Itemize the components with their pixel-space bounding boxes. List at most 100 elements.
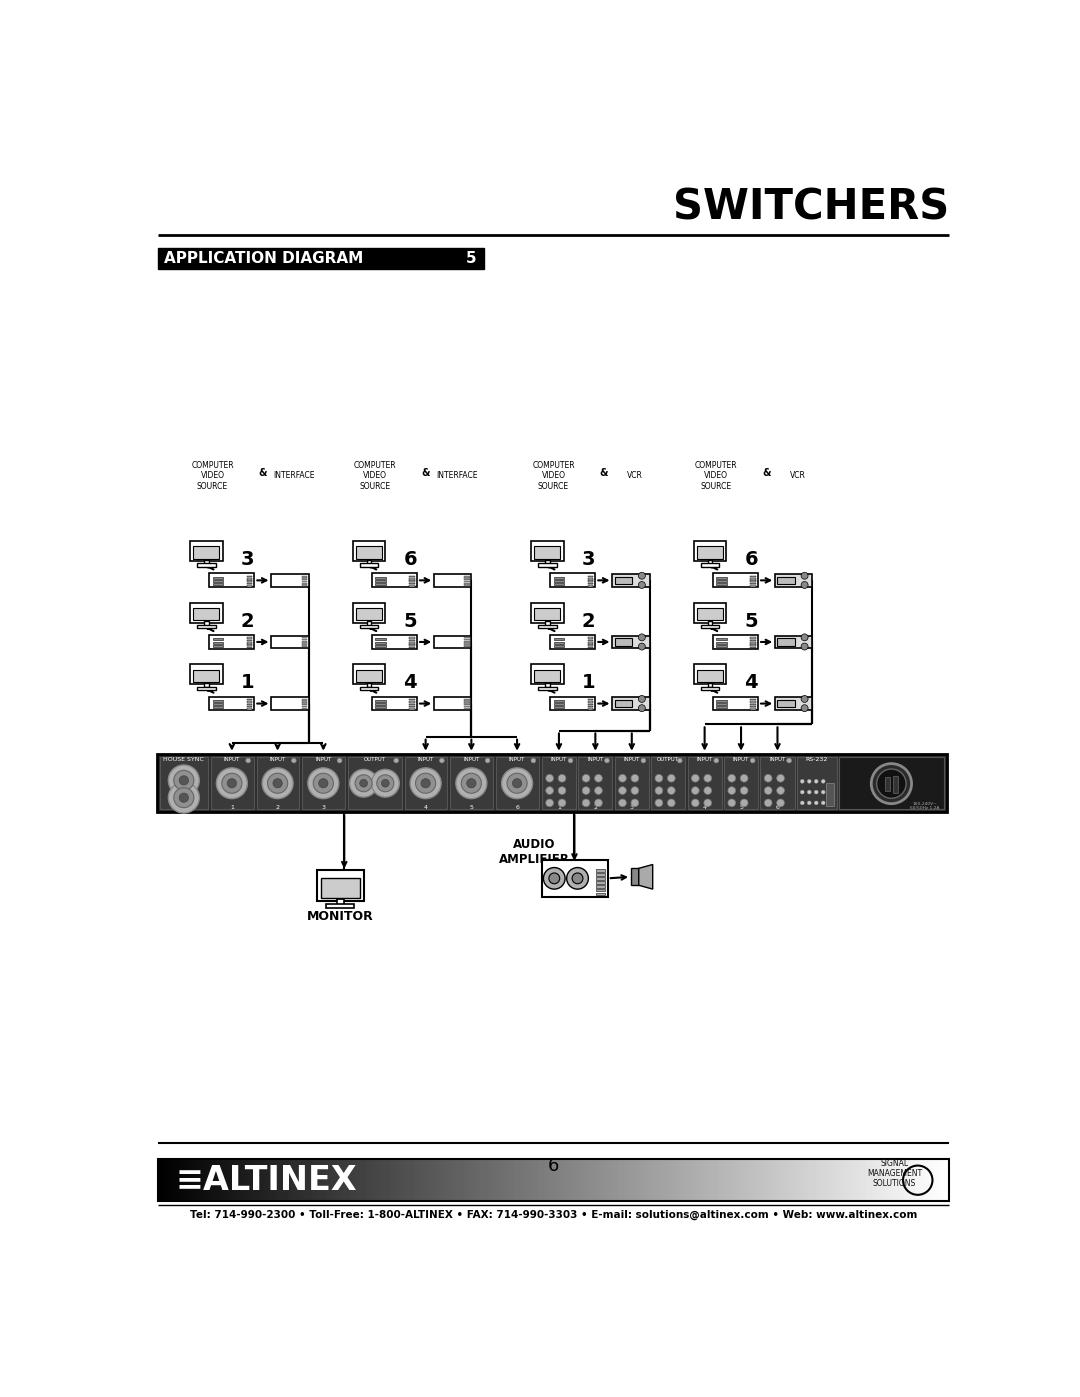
Bar — [545, 622, 550, 626]
Bar — [551, 573, 595, 587]
Bar — [751, 578, 756, 580]
Circle shape — [691, 774, 699, 782]
Bar — [535, 669, 561, 682]
Circle shape — [740, 799, 748, 806]
Bar — [213, 644, 224, 647]
Circle shape — [313, 774, 334, 793]
Circle shape — [642, 759, 646, 763]
Circle shape — [656, 787, 663, 795]
Bar — [839, 757, 944, 809]
Text: &: & — [762, 468, 771, 478]
Circle shape — [691, 787, 699, 795]
Circle shape — [582, 774, 590, 782]
Bar — [360, 686, 378, 690]
Bar — [409, 705, 415, 707]
Circle shape — [572, 873, 583, 884]
Text: 4: 4 — [403, 673, 417, 693]
Bar — [535, 546, 561, 559]
Circle shape — [467, 778, 476, 788]
Circle shape — [638, 704, 646, 711]
Bar — [716, 703, 727, 705]
Text: 1: 1 — [557, 805, 561, 810]
Circle shape — [512, 778, 522, 788]
Circle shape — [179, 775, 189, 785]
Bar — [588, 704, 593, 705]
Bar — [612, 636, 649, 648]
Bar — [545, 683, 550, 687]
Bar — [271, 636, 309, 648]
Circle shape — [814, 780, 819, 784]
Text: ≡ALTINEX: ≡ALTINEX — [176, 1164, 357, 1197]
Circle shape — [740, 774, 748, 782]
Bar — [542, 757, 576, 809]
Bar — [193, 608, 219, 620]
Circle shape — [765, 774, 772, 782]
Text: 5: 5 — [470, 805, 473, 810]
Circle shape — [421, 778, 430, 788]
Bar — [302, 757, 345, 809]
Circle shape — [656, 799, 663, 806]
Circle shape — [638, 696, 646, 703]
Bar — [612, 574, 649, 587]
Bar — [367, 622, 372, 626]
Circle shape — [308, 768, 339, 799]
Bar — [697, 608, 724, 620]
Bar — [204, 560, 208, 564]
Bar — [596, 884, 606, 887]
Bar — [588, 583, 593, 584]
Bar — [615, 700, 632, 707]
Bar — [554, 638, 565, 640]
Text: 5: 5 — [403, 612, 417, 630]
Bar — [707, 622, 713, 626]
Circle shape — [381, 780, 389, 787]
Bar — [213, 700, 224, 703]
Bar — [531, 541, 564, 562]
Bar — [531, 665, 564, 685]
Text: OUTPUT: OUTPUT — [364, 757, 386, 761]
Circle shape — [800, 780, 805, 784]
Bar — [615, 577, 632, 584]
Circle shape — [350, 770, 378, 798]
Bar — [797, 757, 837, 809]
Text: HOUSE SYNC: HOUSE SYNC — [163, 757, 204, 761]
Text: RS-232: RS-232 — [806, 757, 828, 761]
Bar — [716, 707, 727, 708]
Bar — [775, 697, 812, 710]
Text: &: & — [599, 468, 608, 478]
Text: INPUT: INPUT — [224, 757, 240, 761]
Text: 3: 3 — [241, 550, 254, 569]
Bar — [409, 580, 415, 583]
Text: INPUT: INPUT — [509, 757, 525, 761]
Circle shape — [501, 768, 532, 799]
Bar — [778, 577, 795, 584]
Bar — [213, 703, 224, 705]
Text: 3: 3 — [630, 805, 634, 810]
Circle shape — [801, 573, 808, 580]
Bar — [360, 563, 378, 567]
Text: INTERFACE: INTERFACE — [436, 471, 477, 481]
Bar — [211, 757, 254, 809]
Bar — [612, 697, 649, 710]
Bar — [588, 640, 593, 641]
Circle shape — [765, 799, 772, 806]
Circle shape — [800, 800, 805, 805]
Bar — [751, 585, 756, 587]
Circle shape — [800, 791, 805, 793]
Circle shape — [360, 780, 367, 787]
Text: 5: 5 — [465, 251, 476, 265]
Bar — [375, 707, 387, 708]
Text: MONITOR: MONITOR — [307, 911, 374, 923]
Bar — [716, 638, 727, 640]
Circle shape — [667, 787, 675, 795]
Bar — [751, 576, 756, 577]
Bar — [213, 638, 224, 640]
Bar — [751, 580, 756, 583]
Bar — [588, 578, 593, 580]
Bar — [588, 647, 593, 648]
Text: 4: 4 — [423, 805, 428, 810]
Circle shape — [549, 873, 559, 884]
Bar — [409, 644, 415, 645]
Bar — [707, 683, 713, 687]
Bar — [713, 636, 758, 648]
Bar — [356, 608, 382, 620]
